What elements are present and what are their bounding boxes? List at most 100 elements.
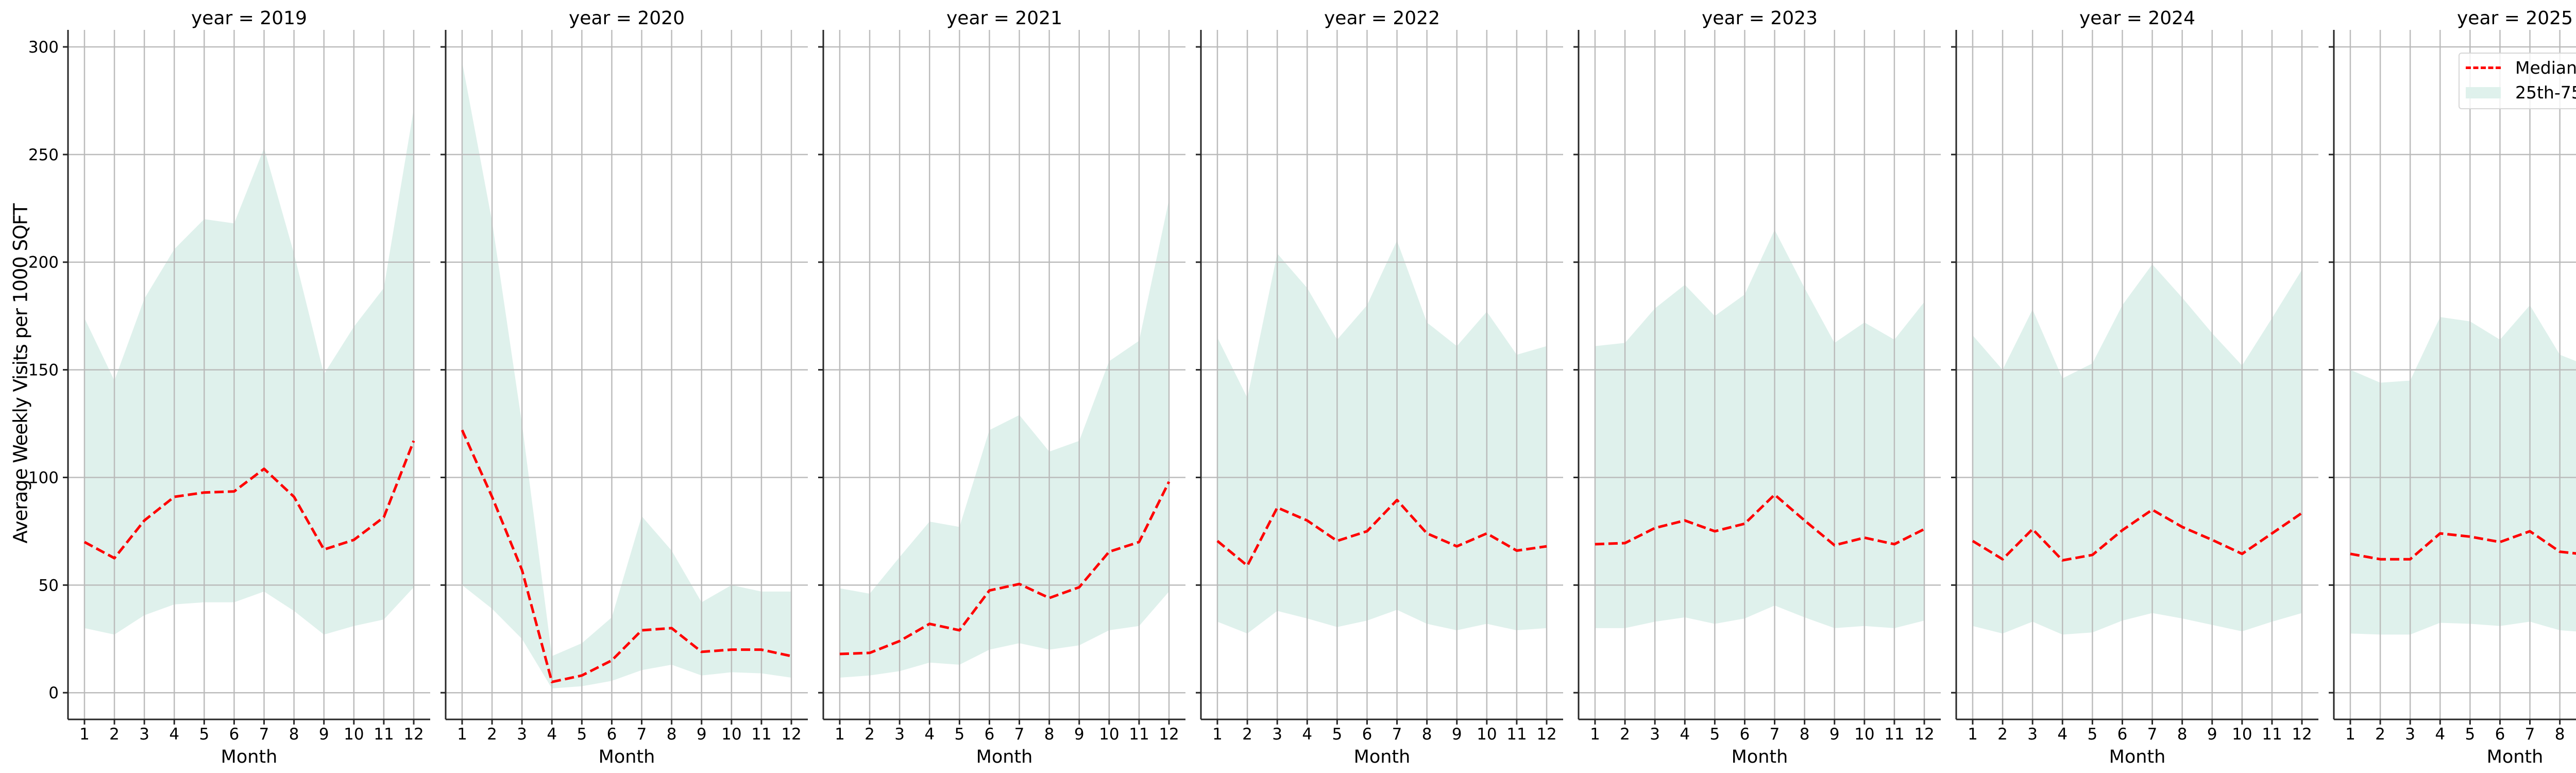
x-tick-label: 7 xyxy=(2525,725,2535,744)
x-tick-label: 12 xyxy=(1159,725,1179,744)
filled-band-icon xyxy=(2466,87,2501,98)
y-tick-label: 300 xyxy=(28,38,59,57)
x-tick-label: 1 xyxy=(835,725,845,744)
x-tick-label: 11 xyxy=(1884,725,1904,744)
panel-title: year = 2021 xyxy=(946,8,1062,29)
legend-label-band: 25th-75th Percentile xyxy=(2515,82,2576,103)
x-tick-label: 9 xyxy=(1829,725,1840,744)
panel-title: year = 2024 xyxy=(2079,8,2195,29)
x-axis-label: Month xyxy=(1354,747,1411,767)
x-tick-label: 3 xyxy=(2405,725,2415,744)
x-axis-label: Month xyxy=(1732,747,1788,767)
x-tick-label: 10 xyxy=(1099,725,1119,744)
x-tick-label: 7 xyxy=(1770,725,1780,744)
x-tick-label: 2 xyxy=(1620,725,1630,744)
x-tick-label: 11 xyxy=(374,725,394,744)
y-tick-label: 50 xyxy=(39,576,59,595)
x-tick-label: 9 xyxy=(697,725,707,744)
y-tick-label: 0 xyxy=(48,684,59,702)
x-tick-label: 1 xyxy=(2345,725,2355,744)
percentile-band xyxy=(84,109,414,635)
y-tick-label: 150 xyxy=(28,361,59,380)
percentile-band xyxy=(1217,240,1547,634)
x-tick-label: 6 xyxy=(2117,725,2128,744)
x-tick-label: 5 xyxy=(1332,725,1342,744)
x-tick-label: 1 xyxy=(79,725,90,744)
y-tick-label: 100 xyxy=(28,468,59,487)
median-line xyxy=(1216,498,1547,567)
x-tick-label: 6 xyxy=(985,725,995,744)
x-tick-label: 7 xyxy=(637,725,647,744)
median-line xyxy=(461,429,792,683)
panel-title: year = 2022 xyxy=(1324,8,1440,29)
x-tick-label: 3 xyxy=(517,725,527,744)
y-tick-label: 250 xyxy=(28,146,59,164)
x-axis-label: Month xyxy=(976,747,1033,767)
x-tick-label: 3 xyxy=(2027,725,2038,744)
panel-title: year = 2023 xyxy=(1702,8,1818,29)
x-tick-label: 12 xyxy=(1536,725,1556,744)
x-tick-label: 3 xyxy=(894,725,905,744)
x-tick-label: 1 xyxy=(1590,725,1600,744)
panel-title: year = 2019 xyxy=(191,8,307,29)
x-tick-label: 5 xyxy=(954,725,964,744)
x-tick-label: 2 xyxy=(487,725,497,744)
x-tick-label: 7 xyxy=(1014,725,1025,744)
x-tick-label: 12 xyxy=(781,725,801,744)
x-tick-label: 7 xyxy=(1392,725,1402,744)
x-tick-label: 5 xyxy=(1709,725,1720,744)
x-tick-label: 8 xyxy=(289,725,299,744)
x-tick-label: 6 xyxy=(229,725,240,744)
x-tick-label: 11 xyxy=(751,725,771,744)
x-tick-label: 8 xyxy=(1044,725,1055,744)
x-tick-label: 1 xyxy=(1968,725,1978,744)
x-tick-label: 5 xyxy=(2087,725,2097,744)
x-tick-label: 6 xyxy=(607,725,617,744)
x-tick-label: 3 xyxy=(1272,725,1282,744)
x-tick-label: 10 xyxy=(721,725,741,744)
x-tick-label: 9 xyxy=(1074,725,1084,744)
x-axis-label: Month xyxy=(221,747,278,767)
percentile-band xyxy=(2350,305,2576,635)
x-tick-label: 1 xyxy=(457,725,467,744)
x-tick-label: 9 xyxy=(319,725,329,744)
percentile-band xyxy=(462,62,792,688)
x-tick-label: 11 xyxy=(2262,725,2282,744)
x-axis-label: Month xyxy=(2487,747,2544,767)
x-tick-label: 12 xyxy=(1914,725,1934,744)
x-tick-label: 3 xyxy=(1650,725,1660,744)
y-axis-label-container: Average Weekly Visits per 1000 SQFT xyxy=(5,52,36,696)
x-tick-label: 1 xyxy=(1212,725,1223,744)
x-tick-label: 5 xyxy=(199,725,209,744)
legend-label-median: Median xyxy=(2515,58,2576,78)
x-tick-label: 3 xyxy=(139,725,149,744)
x-tick-label: 8 xyxy=(1422,725,1432,744)
x-tick-label: 10 xyxy=(344,725,364,744)
x-tick-label: 8 xyxy=(2177,725,2188,744)
median-line xyxy=(1595,493,1925,547)
x-tick-label: 9 xyxy=(2207,725,2217,744)
y-axis-label: Average Weekly Visits per 1000 SQFT xyxy=(9,204,32,544)
x-tick-label: 9 xyxy=(1452,725,1462,744)
x-tick-label: 5 xyxy=(577,725,587,744)
x-tick-label: 2 xyxy=(1242,725,1252,744)
x-tick-label: 4 xyxy=(169,725,179,744)
x-tick-label: 11 xyxy=(1129,725,1149,744)
x-tick-label: 5 xyxy=(2465,725,2475,744)
x-tick-label: 2 xyxy=(2375,725,2385,744)
x-tick-label: 2 xyxy=(1997,725,2008,744)
x-tick-label: 12 xyxy=(2292,725,2312,744)
y-tick-label: 200 xyxy=(28,254,59,272)
x-tick-label: 4 xyxy=(1680,725,1690,744)
x-tick-label: 7 xyxy=(2147,725,2158,744)
x-tick-label: 4 xyxy=(1302,725,1312,744)
x-tick-label: 4 xyxy=(547,725,557,744)
x-tick-label: 10 xyxy=(1854,725,1874,744)
percentile-band xyxy=(1595,230,1925,628)
